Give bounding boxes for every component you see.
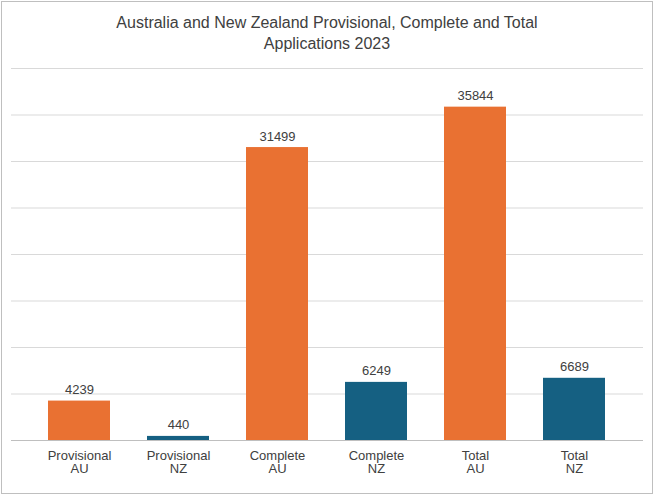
svg-text:TotalNZ: TotalNZ [561,448,589,476]
svg-text:CompleteNZ: CompleteNZ [349,448,405,476]
svg-text:CompleteAU: CompleteAU [250,448,306,476]
svg-text:TotalAU: TotalAU [462,448,490,476]
svg-text:4239: 4239 [65,382,94,397]
svg-text:ProvisionalNZ: ProvisionalNZ [147,448,211,476]
html-text:Australia and New Zealand Prov: Australia and New Zealand Provisional, C… [116,14,538,52]
svg-text:ProvisionalAU: ProvisionalAU [48,448,112,476]
svg-text:35844: 35844 [457,88,493,103]
svg-text:6249: 6249 [362,363,391,378]
svg-text:440: 440 [168,417,190,432]
svg-text:6689: 6689 [560,359,589,374]
svg-text:31499: 31499 [259,129,295,144]
